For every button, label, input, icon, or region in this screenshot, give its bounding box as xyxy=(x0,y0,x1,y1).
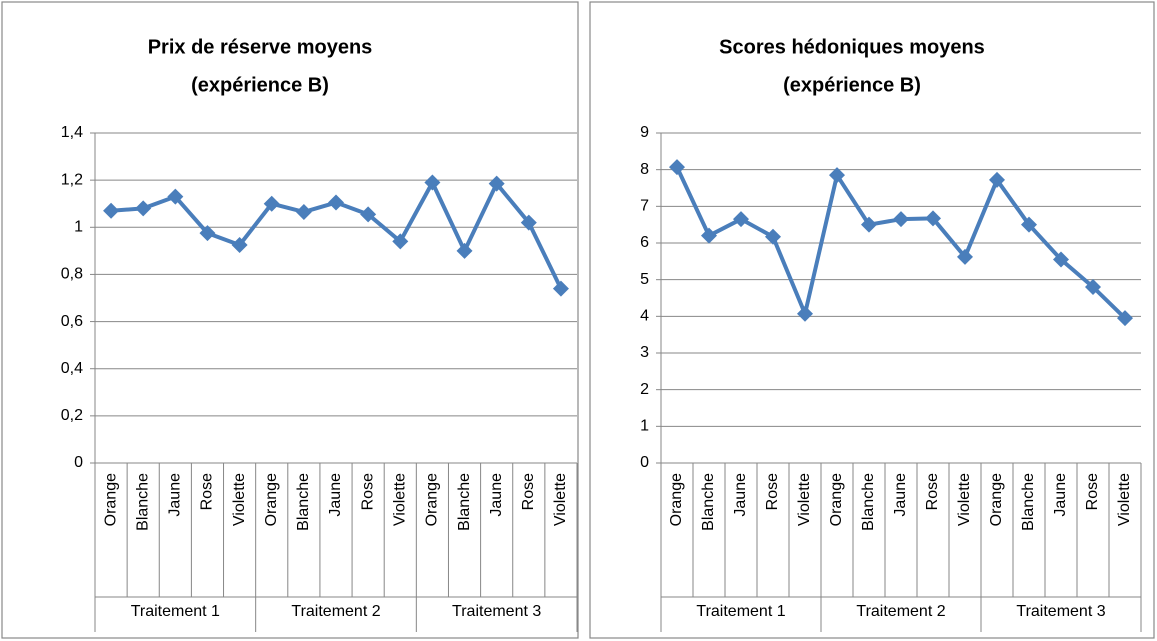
x-tick-label: Orange xyxy=(102,473,119,526)
data-point xyxy=(1117,310,1133,327)
x-tick-label: Rose xyxy=(924,473,941,510)
data-point xyxy=(701,227,717,244)
x-tick-label: Orange xyxy=(828,473,845,526)
data-point xyxy=(765,228,781,245)
data-point xyxy=(989,171,1005,188)
y-tick-label: 9 xyxy=(640,124,649,141)
data-point xyxy=(829,167,845,184)
y-tick-label: 5 xyxy=(640,271,649,288)
x-tick-label: Rose xyxy=(1084,473,1101,510)
data-point xyxy=(328,194,344,211)
data-point xyxy=(263,195,280,212)
x-tick-label: Blanche xyxy=(860,473,877,531)
x-tick-label: Jaune xyxy=(488,473,505,517)
y-tick-label: 6 xyxy=(640,234,649,251)
data-point xyxy=(957,248,973,265)
data-point xyxy=(1053,251,1069,268)
x-tick-label: Jaune xyxy=(1052,473,1069,517)
data-point xyxy=(456,242,473,259)
data-point xyxy=(797,305,813,322)
y-tick-label: 0,2 xyxy=(61,407,83,424)
y-tick-label: 0,4 xyxy=(61,360,83,377)
x-tick-label: Orange xyxy=(988,473,1005,526)
x-tick-label: Jaune xyxy=(892,473,909,517)
data-point xyxy=(231,236,248,253)
x-tick-label: Violette xyxy=(391,473,408,526)
x-tick-label: Rose xyxy=(359,473,376,510)
y-tick-label: 0 xyxy=(74,454,83,471)
y-tick-label: 1 xyxy=(640,418,649,435)
x-tick-label: Violette xyxy=(552,473,569,526)
x-tick-label: Blanche xyxy=(456,473,473,531)
x-tick-label: Jaune xyxy=(327,473,344,517)
x-tick-label: Orange xyxy=(424,473,441,526)
data-point xyxy=(199,225,216,242)
x-tick-label: Jaune xyxy=(167,473,184,517)
x-tick-label: Violette xyxy=(796,473,813,526)
data-point xyxy=(893,211,909,228)
x-tick-label: Violette xyxy=(231,473,248,526)
y-tick-label: 1 xyxy=(74,219,83,236)
data-point xyxy=(103,202,120,219)
y-tick-label: 3 xyxy=(640,344,649,361)
y-tick-label: 0,6 xyxy=(61,313,83,330)
data-point xyxy=(360,206,377,223)
data-point xyxy=(669,159,685,176)
y-tick-label: 1,4 xyxy=(61,124,83,141)
x-tick-label: Blanche xyxy=(1020,473,1037,531)
group-label: Traitement 1 xyxy=(131,603,220,620)
data-point xyxy=(1085,279,1101,295)
data-point xyxy=(295,203,312,220)
y-tick-label: 7 xyxy=(640,198,649,215)
y-tick-label: 1,2 xyxy=(61,171,83,188)
data-point xyxy=(520,214,537,231)
data-point xyxy=(861,216,877,233)
data-point xyxy=(925,210,941,227)
panel-border xyxy=(589,1,1155,639)
chart-title: Scores hédoniques moyens xyxy=(719,36,985,58)
y-tick-label: 0 xyxy=(640,454,649,471)
x-tick-label: Rose xyxy=(199,473,216,510)
x-tick-label: Blanche xyxy=(134,473,151,531)
x-tick-label: Jaune xyxy=(732,473,749,517)
data-point xyxy=(135,200,152,217)
y-tick-label: 4 xyxy=(640,308,649,325)
group-label: Traitement 1 xyxy=(696,603,785,620)
x-tick-label: Orange xyxy=(668,473,685,526)
group-label: Traitement 3 xyxy=(1016,603,1105,620)
chart-title: (expérience B) xyxy=(191,74,329,96)
x-tick-label: Rose xyxy=(520,473,537,510)
x-tick-label: Rose xyxy=(764,473,781,510)
y-tick-label: 2 xyxy=(640,381,649,398)
x-tick-label: Orange xyxy=(263,473,280,526)
data-point xyxy=(392,233,409,250)
x-tick-label: Blanche xyxy=(700,473,717,531)
data-point xyxy=(167,188,184,205)
group-label: Traitement 2 xyxy=(856,603,945,620)
x-tick-label: Blanche xyxy=(295,473,312,531)
y-tick-label: 8 xyxy=(640,161,649,178)
group-label: Traitement 3 xyxy=(452,603,541,620)
x-tick-label: Violette xyxy=(956,473,973,526)
data-point xyxy=(733,211,749,228)
group-label: Traitement 2 xyxy=(291,603,380,620)
panel-border xyxy=(1,1,579,639)
data-point xyxy=(424,174,441,191)
data-point xyxy=(552,280,569,297)
data-point xyxy=(1021,216,1037,233)
x-tick-label: Violette xyxy=(1116,473,1133,526)
chart-title: (expérience B) xyxy=(783,74,921,96)
data-point xyxy=(488,175,505,192)
y-tick-label: 0,8 xyxy=(61,266,83,283)
chart-title: Prix de réserve moyens xyxy=(148,36,373,58)
